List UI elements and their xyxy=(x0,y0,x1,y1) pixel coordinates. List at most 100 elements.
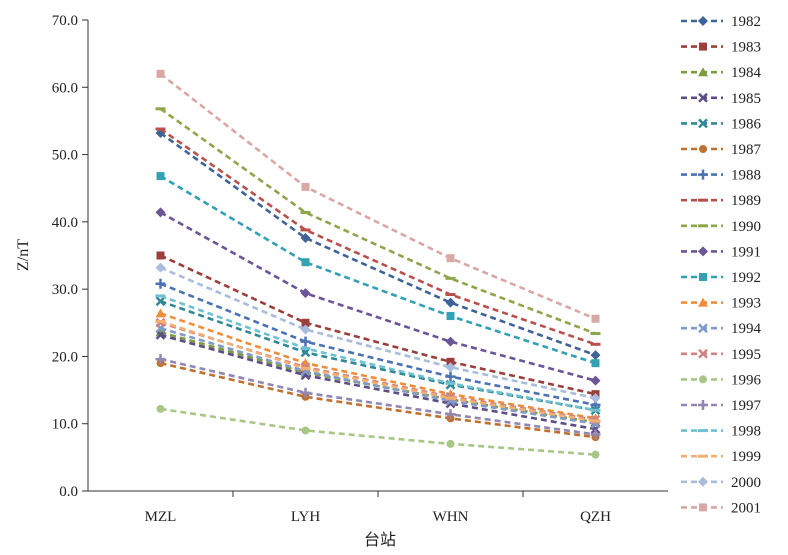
legend-swatch-marker xyxy=(698,348,708,359)
series-line-1988 xyxy=(160,282,596,407)
legend-item-1989: 1989 xyxy=(681,193,761,209)
legend-label: 1984 xyxy=(731,65,762,81)
y-axis-title: Z/nT xyxy=(15,239,32,271)
legend-swatch-marker xyxy=(699,503,707,512)
data-point-1983 xyxy=(156,251,165,260)
legend-label: 2000 xyxy=(731,475,761,491)
legend-label: 1989 xyxy=(731,193,761,209)
data-point-2001 xyxy=(156,69,165,78)
series-1997 xyxy=(155,354,601,440)
y-tick-label: 20.0 xyxy=(52,349,78,365)
series-line-1996 xyxy=(160,407,596,456)
legend-swatch-marker xyxy=(699,375,707,384)
data-point-1982 xyxy=(445,297,456,308)
series-2001 xyxy=(156,69,600,323)
series-line-1995 xyxy=(160,321,596,421)
series-1986 xyxy=(155,296,601,416)
series-line-1983 xyxy=(159,254,596,396)
y-tick-label: 30.0 xyxy=(52,282,78,298)
data-point-1996 xyxy=(301,426,310,435)
series-1989 xyxy=(155,127,601,346)
legend-item-1991: 1991 xyxy=(681,244,761,260)
legend-swatch-marker xyxy=(698,297,708,307)
legend-label: 1993 xyxy=(731,296,761,312)
x-tick-label: MZL xyxy=(145,509,177,525)
legend-swatch-marker xyxy=(699,273,707,281)
legend-label: 1997 xyxy=(731,398,762,414)
legend-swatch-marker xyxy=(698,118,708,129)
data-point-1997 xyxy=(445,409,456,420)
series-1983 xyxy=(156,251,600,399)
legend-label: 1999 xyxy=(731,449,761,465)
data-point-1983 xyxy=(446,357,455,366)
x-axis: MZL LYH WHN QZH xyxy=(88,490,668,525)
series-line-1993 xyxy=(160,312,596,420)
data-point-1991 xyxy=(155,207,166,218)
series-line-1982 xyxy=(159,131,596,357)
series-1998 xyxy=(155,294,601,412)
series-1991 xyxy=(155,207,601,386)
series-line-2001 xyxy=(159,72,597,320)
data-point-1988 xyxy=(445,371,456,382)
legend-item-1997: 1997 xyxy=(681,398,762,414)
data-point-1991 xyxy=(300,288,311,299)
x-tick-label: WHN xyxy=(433,509,469,525)
legend-swatch-marker xyxy=(698,323,708,334)
legend-item-1983: 1983 xyxy=(681,40,761,56)
legend-swatch-marker xyxy=(698,476,708,487)
legend-item-1994: 1994 xyxy=(681,321,762,337)
legend-swatch-marker xyxy=(698,92,708,103)
data-point-1982 xyxy=(590,350,601,361)
series-line-1998 xyxy=(160,294,596,412)
legend-item-1982: 1982 xyxy=(681,14,761,30)
legend-swatch-marker xyxy=(698,169,708,180)
data-point-2000 xyxy=(590,393,601,404)
legend-item-1986: 1986 xyxy=(681,116,762,132)
legend-swatch-marker xyxy=(698,67,708,77)
legend-swatch-marker xyxy=(699,42,707,51)
series-line-1997 xyxy=(160,357,596,436)
legend-item-1999: 1999 xyxy=(681,449,761,465)
x-axis-title: 台站 xyxy=(364,531,396,549)
legend-swatch-marker xyxy=(698,400,708,410)
data-point-1991 xyxy=(445,336,456,347)
legend-item-2000: 2000 xyxy=(681,475,761,491)
data-point-1992 xyxy=(446,312,455,321)
data-point-2000 xyxy=(155,262,166,273)
data-point-1986 xyxy=(155,296,166,307)
x-tick-label: LYH xyxy=(291,509,320,525)
legend-item-1995: 1995 xyxy=(681,347,761,363)
data-point-1996 xyxy=(156,404,165,413)
data-point-1982 xyxy=(300,233,311,244)
legend-item-1985: 1985 xyxy=(681,91,761,107)
legend-label: 1990 xyxy=(731,219,761,235)
series-line-1992 xyxy=(159,174,596,365)
legend-swatch-marker xyxy=(698,246,708,257)
legend-item-1992: 1992 xyxy=(681,270,761,286)
plot-area xyxy=(155,69,601,459)
data-point-1992 xyxy=(156,172,165,181)
legend-item-1987: 1987 xyxy=(681,142,762,158)
data-point-2001 xyxy=(591,314,600,323)
y-tick-label: 10.0 xyxy=(52,417,78,433)
y-tick-label: 40.0 xyxy=(52,215,78,231)
legend-label: 1986 xyxy=(731,116,762,132)
data-point-2000 xyxy=(445,362,456,373)
data-point-1983 xyxy=(301,318,310,327)
series-line-1994 xyxy=(160,326,596,425)
legend-item-1988: 1988 xyxy=(681,168,761,184)
legend-label: 1994 xyxy=(731,321,762,337)
y-tick-label: 60.0 xyxy=(52,80,78,96)
y-tick-label: 70.0 xyxy=(52,13,78,29)
legend-label: 1983 xyxy=(731,40,761,56)
data-point-2001 xyxy=(446,254,455,263)
legend-label: 1992 xyxy=(731,270,761,286)
series-1996 xyxy=(156,404,600,459)
legend-label: 1982 xyxy=(731,14,761,30)
data-point-1992 xyxy=(301,258,310,267)
legend-label: 1996 xyxy=(731,372,762,388)
legend-label: 1988 xyxy=(731,168,761,184)
legend-label: 2001 xyxy=(731,500,761,516)
series-line-1999 xyxy=(160,320,596,423)
